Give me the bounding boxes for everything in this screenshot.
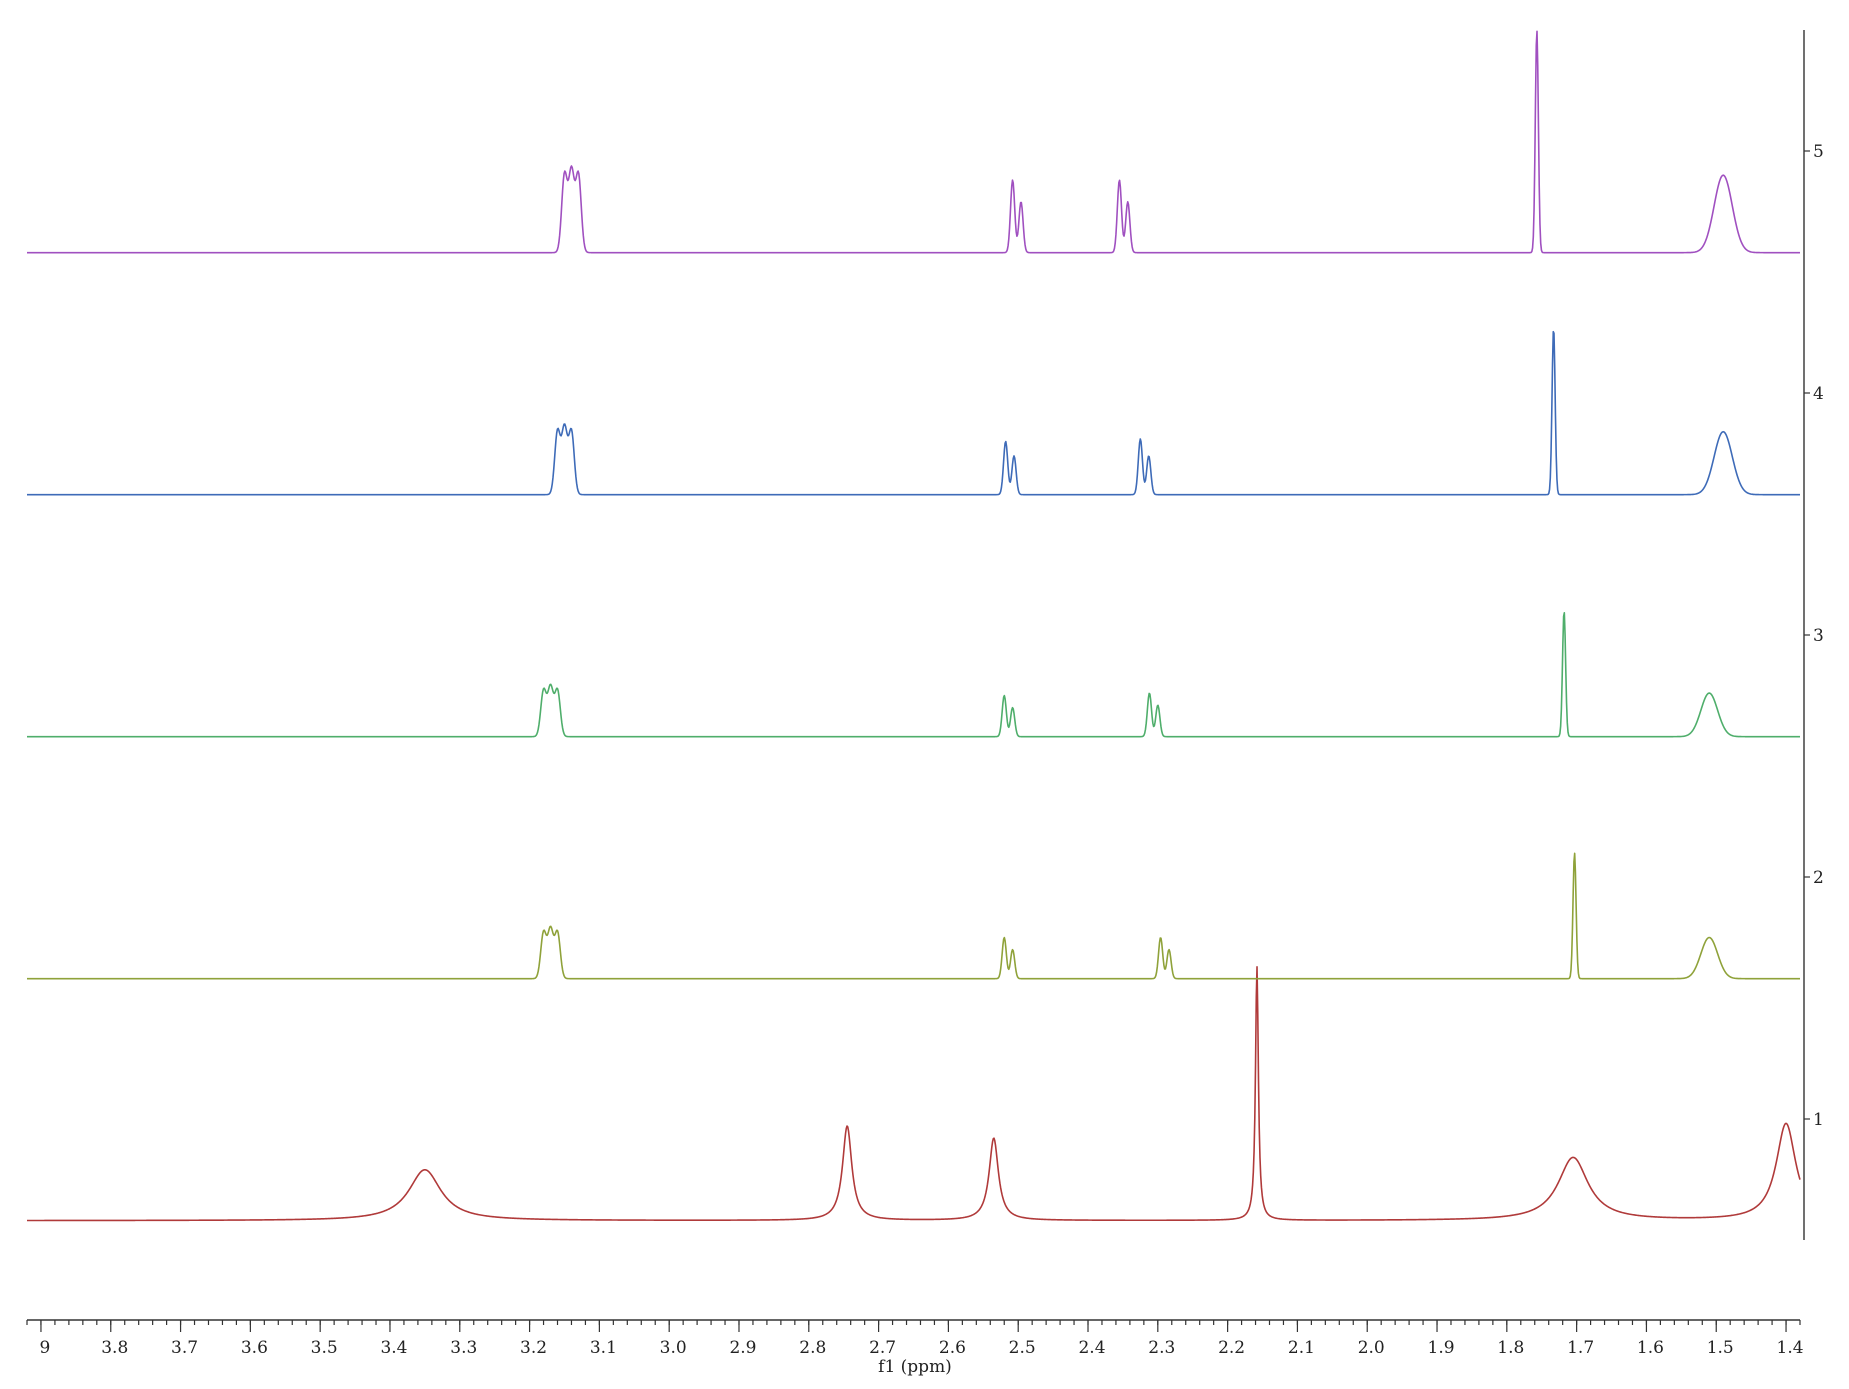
x-tick-label: 3.0	[660, 1338, 687, 1358]
x-tick-label: 2.1	[1288, 1338, 1315, 1358]
spectrum-trace-1	[26, 966, 1801, 1222]
stack-tick-label-5: 5	[1813, 142, 1824, 162]
x-tick-label: 3.4	[380, 1338, 407, 1358]
x-tick-label: 2.4	[1078, 1338, 1105, 1358]
stack-tick-label-4: 4	[1813, 384, 1824, 404]
stack-tick-label-3: 3	[1813, 626, 1824, 646]
stack-axis: 1 2 3 4 5	[1803, 30, 1824, 1240]
x-tick-label: 3.8	[101, 1338, 128, 1358]
x-tick-label: 1.4	[1777, 1338, 1804, 1358]
x-tick-label: 3.5	[311, 1338, 338, 1358]
x-tick-label: 3.7	[171, 1338, 198, 1358]
x-tick-label: 2.9	[729, 1338, 756, 1358]
stack-tick-label-1: 1	[1813, 1110, 1824, 1130]
x-tick-label: 3.1	[590, 1338, 617, 1358]
spectrum-trace-3	[26, 611, 1801, 738]
x-tick-label: 2.3	[1148, 1338, 1175, 1358]
x-tick-label: 1.6	[1637, 1338, 1664, 1358]
x-tick-label: 2.0	[1358, 1338, 1385, 1358]
x-tick-label: 2.7	[869, 1338, 896, 1358]
x-tick-label: 2.8	[799, 1338, 826, 1358]
x-axis: 9 3.8 3.7 3.6 3.5 3.4 3.3 3.2 3.1 3.0 2.9 2.8 2.7 2.6…	[26, 1319, 1804, 1358]
x-tick-label: 3.2	[520, 1338, 547, 1358]
x-tick-label: 1.5	[1707, 1338, 1734, 1358]
x-tick-label: 2.5	[1009, 1338, 1036, 1358]
x-tick-label: 3.3	[450, 1338, 477, 1358]
x-tick-label: 2.2	[1218, 1338, 1245, 1358]
x-tick-label: 9	[40, 1338, 51, 1358]
x-tick-label: 1.8	[1497, 1338, 1524, 1358]
spectra-layer	[26, 30, 1801, 1222]
spectrum-trace-4	[26, 330, 1801, 496]
x-tick-label: 3.6	[241, 1338, 268, 1358]
spectrum-trace-5	[26, 30, 1801, 254]
spectrum-trace-2	[26, 852, 1801, 980]
x-tick-label: 2.6	[939, 1338, 966, 1358]
x-tick-label: 1.9	[1428, 1338, 1455, 1358]
x-axis-title: f1 (ppm)	[878, 1357, 952, 1377]
x-tick-label: 1.7	[1567, 1338, 1594, 1358]
stack-tick-label-2: 2	[1813, 868, 1824, 888]
